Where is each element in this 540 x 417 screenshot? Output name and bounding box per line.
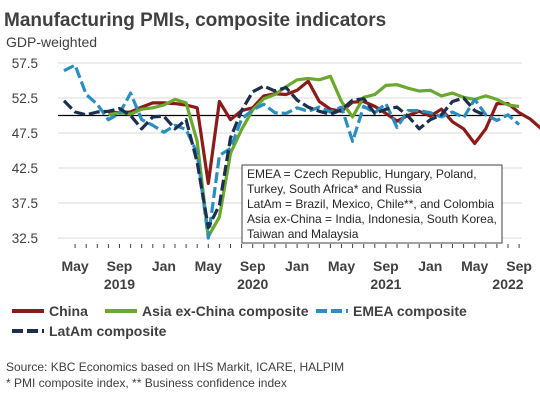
annotation-box: EMEA = Czech Republic, Hungary, Poland,T…: [241, 164, 503, 244]
chart-subtitle: GDP-weighted: [6, 34, 97, 50]
x-year-label: 2019: [104, 276, 135, 292]
x-tick-label: May: [328, 258, 355, 274]
y-axis: 57.5 52.5 47.5 42.5 37.5 32.5: [12, 56, 38, 246]
series-line-2: [108, 74, 520, 239]
y-tick-label: 37.5: [12, 196, 38, 211]
x-tick-label: Sep: [506, 258, 532, 274]
annotation-frame: [241, 164, 503, 244]
legend: China Asia ex-China composite EMEA composi…: [12, 303, 467, 339]
x-tick-label: May: [461, 258, 488, 274]
y-tick-label: 32.5: [12, 231, 38, 246]
series-line-1: [108, 79, 540, 185]
y-tick-label: 42.5: [12, 161, 38, 176]
x-tick-label: Jan: [152, 258, 176, 274]
annotation-line: EMEA = Czech Republic, Hungary, Poland,: [247, 167, 477, 181]
x-tick-label: Sep: [107, 258, 133, 274]
legend-label: EMEA composite: [353, 303, 467, 319]
annotation-line: Asia ex-China = India, Indonesia, South …: [247, 212, 497, 226]
annotation-line: Turkey, South Africa* and Russia: [247, 182, 422, 196]
x-tick-label: Jan: [285, 258, 309, 274]
series-line-4: [62, 84, 487, 230]
y-tick-label: 57.5: [12, 56, 38, 71]
x-tick-label: Sep: [373, 258, 399, 274]
chart-title: Manufacturing PMIs, composite indicators: [4, 10, 386, 31]
annotation-line: Taiwan and Malaysia: [247, 227, 359, 241]
legend-label: China: [49, 303, 88, 319]
x-tick-label: Sep: [240, 258, 266, 274]
x-tick-label: Jan: [418, 258, 442, 274]
x-tick-label: May: [61, 258, 88, 274]
series-line-3: [63, 63, 521, 240]
x-year-label: 2022: [492, 276, 523, 292]
x-year-label: 2021: [370, 276, 401, 292]
legend-label: LatAm composite: [49, 323, 167, 339]
x-year-label: 2020: [237, 276, 268, 292]
y-tick-label: 47.5: [12, 126, 38, 141]
source-notes: Source: KBC Economics based on IHS Marki…: [6, 360, 344, 390]
annotation-line: LatAm = Brazil, Mexico, Chile**, and Col…: [247, 197, 494, 211]
source-line: * PMI composite index, ** Business confi…: [6, 376, 287, 390]
y-tick-label: 52.5: [12, 91, 38, 106]
series-lines: [62, 63, 540, 240]
x-tick-label: May: [195, 258, 222, 274]
source-line: Source: KBC Economics based on IHS Marki…: [6, 360, 344, 374]
x-axis: May Sep Jan May Sep Jan May Sep Jan May Sep 2019 202…: [61, 244, 532, 292]
legend-label: Asia ex-China composite: [142, 303, 309, 319]
